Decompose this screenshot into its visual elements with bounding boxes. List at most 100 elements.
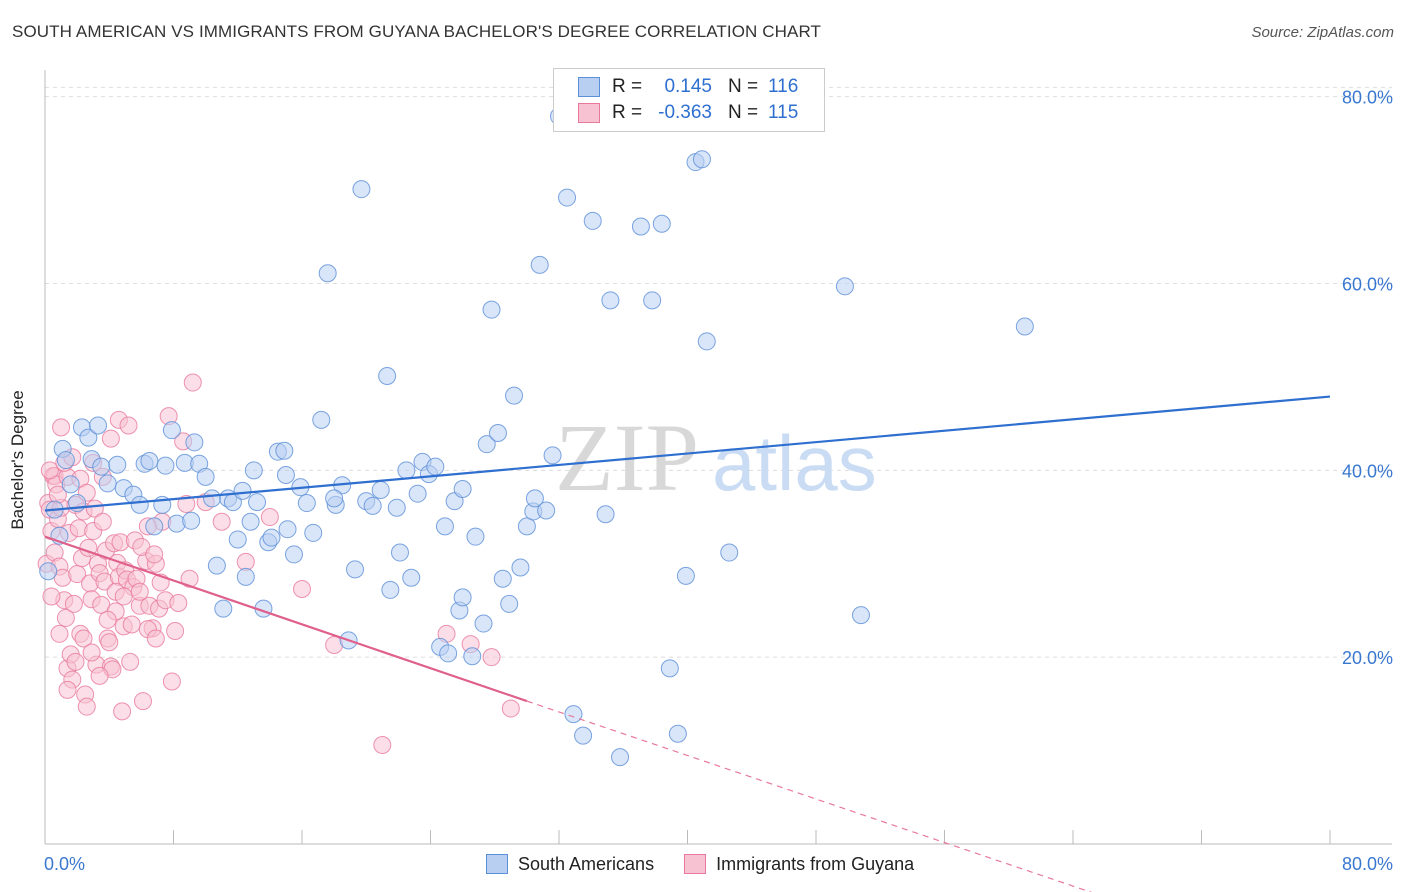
point-guyana [133, 692, 152, 711]
point-south-americans [397, 461, 416, 480]
point-south-americans [453, 588, 472, 607]
point-south-americans [643, 291, 662, 310]
point-guyana [50, 624, 69, 643]
stats-legend: R = 0.145 N = 116 R = -0.363 N = 115 [553, 68, 825, 132]
y-tick-label: 60.0% [1342, 275, 1393, 295]
point-south-americans [453, 480, 472, 499]
point-south-americans [381, 580, 400, 599]
legend-swatch-south-americans [486, 854, 508, 874]
point-guyana [169, 593, 188, 612]
watermark-zip: ZIP [555, 404, 699, 511]
point-south-americans [543, 446, 562, 465]
point-south-americans [39, 562, 58, 581]
point-guyana [130, 582, 149, 601]
point-south-americans [601, 291, 620, 310]
point-guyana [90, 666, 109, 685]
point-guyana [293, 579, 311, 598]
trend-lines [44, 395, 1331, 892]
y-tick-label: 20.0% [1342, 648, 1393, 668]
point-south-americans [390, 543, 409, 562]
trend-line-south-americans [44, 395, 1331, 512]
point-guyana [122, 615, 141, 634]
trend-line-guyana [44, 535, 528, 703]
legend-label: Immigrants from Guyana [716, 853, 915, 874]
point-south-americans [720, 543, 739, 562]
point-south-americans [228, 530, 247, 549]
point-south-americans [466, 527, 485, 546]
point-guyana [40, 461, 59, 480]
point-south-americans [378, 366, 397, 385]
n-label: N = [728, 76, 759, 97]
point-south-americans [182, 511, 201, 530]
point-guyana [482, 648, 501, 667]
point-guyana [66, 652, 85, 671]
point-south-americans [98, 474, 117, 493]
point-south-americans [203, 489, 222, 508]
x-tick-label: 80.0% [1342, 854, 1393, 874]
point-guyana [373, 735, 392, 754]
r-value: -0.363 [658, 102, 712, 123]
n-label: N = [728, 102, 759, 123]
point-south-americans [851, 606, 870, 625]
point-south-americans [89, 416, 108, 435]
point-south-americans [488, 423, 507, 442]
point-south-americans [525, 489, 544, 508]
point-guyana [93, 512, 112, 531]
point-south-americans [312, 410, 331, 429]
r-value: 0.145 [664, 76, 712, 97]
point-south-americans [537, 501, 556, 520]
trend-line-guyana-extension [526, 700, 1093, 892]
point-guyana [162, 672, 181, 691]
point-south-americans [236, 567, 255, 586]
point-south-americans [297, 494, 316, 513]
legend-swatch-guyana [578, 103, 600, 123]
point-guyana [145, 545, 164, 564]
point-south-americans [1015, 317, 1034, 336]
legend-label: South Americans [518, 853, 655, 874]
point-south-americans [61, 475, 80, 494]
point-south-americans [463, 647, 482, 666]
point-guyana [77, 697, 96, 716]
point-south-americans [284, 545, 303, 564]
point-south-americans [325, 489, 344, 508]
point-guyana [114, 587, 133, 606]
point-south-americans [676, 566, 695, 585]
point-south-americans [262, 528, 281, 547]
point-south-americans [387, 498, 406, 517]
point-south-americans [278, 520, 297, 539]
legend-item-guyana[interactable]: Immigrants from Guyana [684, 854, 914, 875]
legend-swatch-south-americans [578, 77, 600, 97]
point-south-americans [145, 517, 164, 536]
point-south-americans [214, 599, 233, 618]
axes [44, 70, 1392, 845]
point-south-americans [140, 452, 159, 470]
point-guyana [74, 629, 93, 648]
point-south-americans [275, 441, 294, 460]
point-south-americans [574, 726, 593, 745]
point-south-americans [162, 421, 181, 440]
point-guyana [119, 416, 138, 435]
r-label: R = [612, 76, 643, 97]
point-guyana [501, 699, 520, 718]
point-guyana [180, 569, 199, 588]
y-tick-label: 40.0% [1342, 461, 1393, 481]
point-south-americans [505, 386, 524, 405]
point-south-americans [207, 556, 226, 575]
point-guyana [64, 594, 83, 613]
source-credit: Source: ZipAtlas.com [1251, 24, 1394, 41]
point-south-americans [477, 435, 496, 454]
point-south-americans [583, 211, 602, 230]
point-south-americans [402, 568, 421, 587]
tick-labels: 20.0% 40.0% 60.0% 80.0% 0.0% 80.0% [44, 88, 1393, 874]
point-south-americans [371, 480, 390, 499]
point-south-americans [79, 428, 98, 447]
point-guyana [183, 373, 202, 392]
point-south-americans [835, 277, 854, 296]
legend-item-south-americans[interactable]: South Americans [486, 854, 654, 875]
point-south-americans [156, 456, 175, 475]
x-tick-label: 0.0% [44, 854, 85, 874]
legend-row-guyana: R = -0.363 N = 115 [578, 100, 798, 126]
point-south-americans [558, 188, 577, 207]
point-guyana [98, 610, 117, 629]
